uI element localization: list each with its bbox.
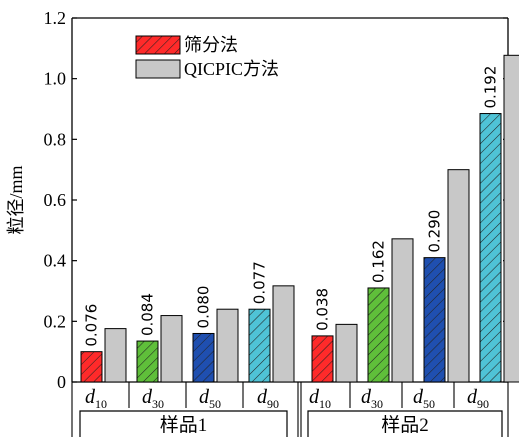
y-tick-label: 1.0 — [44, 69, 67, 89]
bar-qicpic — [160, 315, 183, 383]
bar-value-label: 0.084 — [139, 293, 157, 336]
bar-sieve — [248, 308, 271, 383]
y-tick-label: 0 — [57, 372, 66, 392]
x-tick-label: d50 — [199, 386, 221, 411]
bar-sieve — [192, 332, 215, 383]
bar-qicpic — [272, 285, 295, 383]
group-label: 样品1 — [160, 414, 208, 436]
y-tick-label: 0.2 — [44, 311, 67, 331]
y-tick-label: 0.4 — [44, 251, 67, 271]
x-tick-label: d90 — [467, 386, 489, 411]
bar-value-label: 0.192 — [482, 66, 500, 109]
bar-qicpic — [104, 328, 127, 383]
x-tick-label: d10 — [309, 386, 331, 411]
bar-qicpic — [503, 54, 519, 383]
group-bracket — [79, 410, 288, 437]
bar-qicpic — [216, 308, 239, 383]
group-bracket — [307, 410, 503, 437]
bar-value-label: 0.080 — [195, 286, 213, 329]
bar-qicpic — [391, 238, 414, 383]
bar-value-label: 0.077 — [251, 261, 269, 304]
legend-label: QICPIC方法 — [184, 59, 279, 79]
y-tick-label: 1.2 — [44, 8, 67, 28]
y-tick-label: 0.6 — [44, 190, 67, 210]
x-tick-label: d90 — [257, 386, 279, 411]
bar-sieve — [136, 340, 159, 383]
y-axis-label: 粒径/mm — [6, 165, 26, 234]
bar-sieve — [80, 351, 103, 383]
bar-value-label: 0.162 — [370, 240, 388, 283]
x-tick-label: d10 — [85, 386, 107, 411]
bar-value-label: 0.076 — [83, 304, 101, 347]
bar-sieve — [423, 257, 446, 383]
bar-value-label: 0.290 — [426, 210, 444, 253]
legend-swatch-qicpic — [135, 59, 181, 79]
bar-qicpic — [447, 169, 470, 383]
bar-qicpic — [335, 323, 358, 383]
y-tick-label: 0.8 — [44, 129, 67, 149]
x-tick-label: d30 — [361, 386, 383, 411]
legend-label: 筛分法 — [184, 35, 238, 55]
x-tick-label: d30 — [142, 386, 164, 411]
legend-swatch-sieve — [135, 35, 181, 55]
group-label: 样品2 — [381, 414, 429, 436]
x-tick-label: d50 — [413, 386, 435, 411]
bar-sieve — [367, 287, 390, 383]
bar-sieve — [479, 113, 502, 383]
bar-value-label: 0.038 — [314, 288, 332, 331]
bar-sieve — [311, 335, 334, 383]
